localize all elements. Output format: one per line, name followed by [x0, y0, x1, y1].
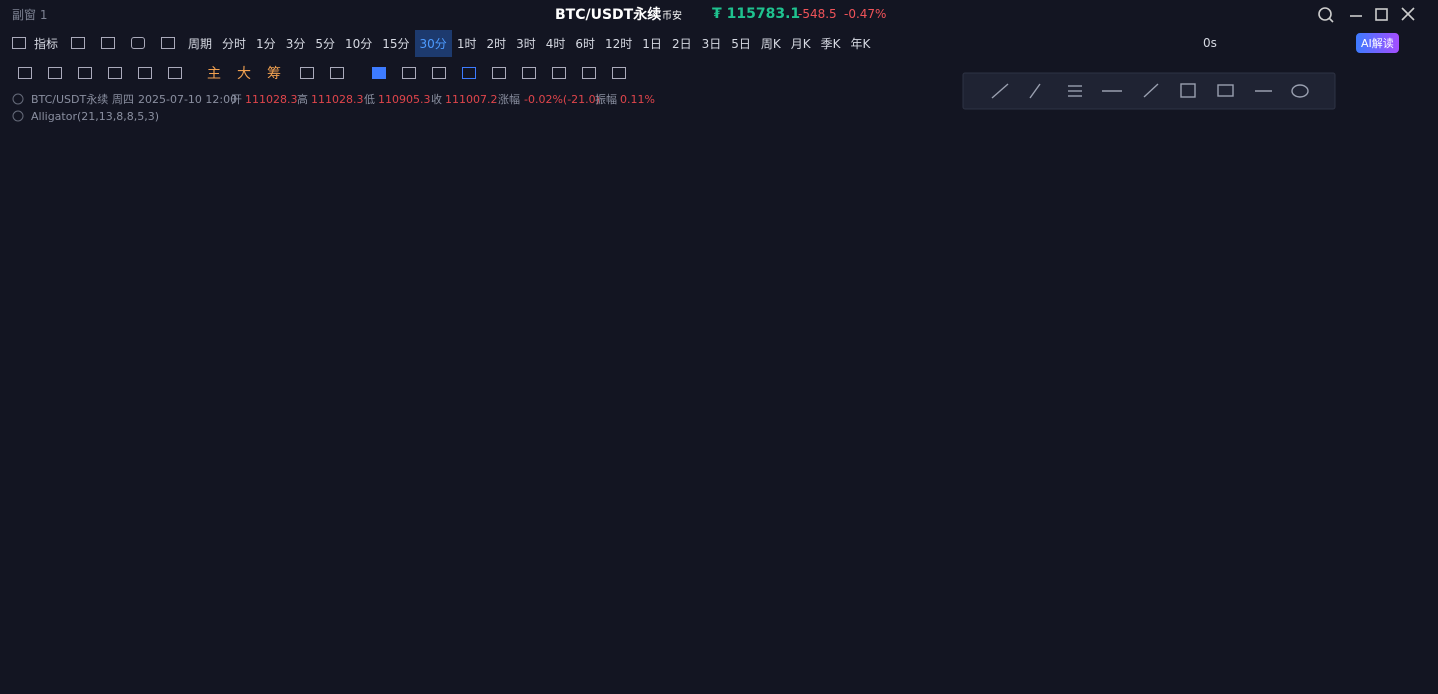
period[interactable]: 10分 — [344, 36, 373, 51]
icon[interactable] — [101, 37, 116, 49]
icon[interactable] — [432, 67, 446, 79]
period[interactable]: 30分 — [414, 29, 452, 57]
window-title: 副窗 1 — [12, 7, 48, 22]
icon[interactable] — [330, 67, 344, 79]
icon[interactable] — [168, 67, 182, 79]
info-value: 110905.3 — [378, 93, 431, 106]
info-label: 收 — [431, 92, 442, 106]
period[interactable]: 3日 — [701, 36, 722, 51]
period[interactable]: 季K — [820, 36, 841, 51]
symbol[interactable]: BTC/USDT永续 — [555, 7, 662, 23]
period[interactable]: 周K — [760, 36, 781, 51]
icon[interactable] — [300, 67, 314, 79]
icon[interactable] — [138, 67, 152, 79]
icon[interactable] — [492, 67, 506, 79]
period[interactable]: 2日 — [671, 36, 692, 51]
info-value: 0.11% — [620, 93, 655, 106]
change: -548.5 — [798, 7, 837, 21]
period[interactable]: 5日 — [731, 36, 751, 51]
period[interactable]: 月K — [790, 36, 811, 51]
info-datetime: 2025-07-10 12:00 — [138, 93, 237, 106]
info-value: 111007.2 — [445, 93, 498, 106]
icon[interactable] — [18, 67, 32, 79]
info-label: 低 — [364, 93, 375, 106]
period[interactable]: 4时 — [545, 36, 566, 51]
icon[interactable] — [161, 37, 176, 49]
main-btn[interactable]: 主 — [207, 66, 221, 82]
info-value: 111028.3 — [245, 93, 298, 106]
ai-button[interactable]: AI解读 — [1356, 33, 1399, 53]
icon[interactable] — [131, 37, 146, 49]
info-label: 振幅 — [595, 92, 617, 106]
info-label: 涨幅 — [498, 93, 520, 106]
toolbar: 指标 周期 分时 1分 3分 5分 10分 15分 30分 1时 2时 3时 4时 6时 12时 1日 2日… — [0, 28, 1438, 58]
icon[interactable] — [402, 67, 416, 79]
icon[interactable] — [372, 67, 386, 79]
period[interactable]: 1时 — [456, 36, 477, 51]
icon — [12, 37, 26, 49]
info-value: 111028.3 — [311, 93, 364, 106]
period[interactable]: 3时 — [516, 36, 536, 51]
icon[interactable] — [582, 67, 596, 79]
info-value: -0.02%(-21.0) — [524, 93, 600, 106]
period-menu[interactable]: 周期 — [188, 36, 213, 51]
info-label: 开 — [231, 93, 242, 106]
timer: 0s — [1203, 36, 1217, 50]
periods: 分时 1分 3分 5分 10分 15分 30分 1时 2时 3时 4时 6时 12时 1日 2日 3日 5日 周K… — [217, 29, 875, 57]
info-weekday: 周四 — [112, 93, 134, 106]
floating-toolbar[interactable] — [962, 72, 1336, 110]
period[interactable]: 2时 — [486, 36, 507, 51]
info-line: BTC/USDT永续 周四 2025-07-10 12:00 开 111028.… — [12, 92, 655, 123]
period[interactable]: 1分 — [256, 36, 276, 51]
period[interactable]: 年K — [850, 36, 871, 51]
price: ₮ 115783.1 — [712, 6, 801, 22]
period[interactable]: 12时 — [605, 36, 633, 51]
period[interactable]: 5分 — [315, 36, 335, 51]
icon[interactable] — [612, 67, 626, 79]
indicator-label: Alligator(21,13,8,8,5,3) — [31, 110, 159, 123]
period[interactable]: 1日 — [642, 36, 662, 51]
icon[interactable] — [48, 67, 62, 79]
exchange: 币安 — [662, 10, 682, 22]
icon[interactable] — [71, 37, 86, 49]
chips-btn[interactable]: 筹 — [267, 66, 281, 82]
icon[interactable] — [108, 67, 122, 79]
period[interactable]: 15分 — [382, 36, 410, 51]
change-pct: -0.47% — [844, 7, 887, 21]
icon[interactable] — [552, 67, 566, 79]
icon[interactable] — [522, 67, 536, 79]
window-controls[interactable] — [1316, 6, 1432, 24]
info-symbol: BTC/USDT永续 — [31, 92, 108, 106]
big-btn[interactable]: 大 — [237, 66, 251, 82]
indicators[interactable]: 指标 — [34, 36, 59, 51]
icon[interactable] — [462, 67, 476, 79]
icon[interactable] — [78, 67, 92, 79]
period[interactable]: 6时 — [575, 36, 596, 51]
title-bar: 副窗 1 BTC/USDT永续 币安 ₮ 115783.1 -548.5 -0.… — [0, 0, 1438, 28]
drawing-toolbar: 主 大 筹 — [0, 58, 1438, 88]
period[interactable]: 3分 — [285, 36, 306, 51]
info-label: 高 — [297, 92, 308, 106]
period[interactable]: 分时 — [222, 36, 247, 51]
